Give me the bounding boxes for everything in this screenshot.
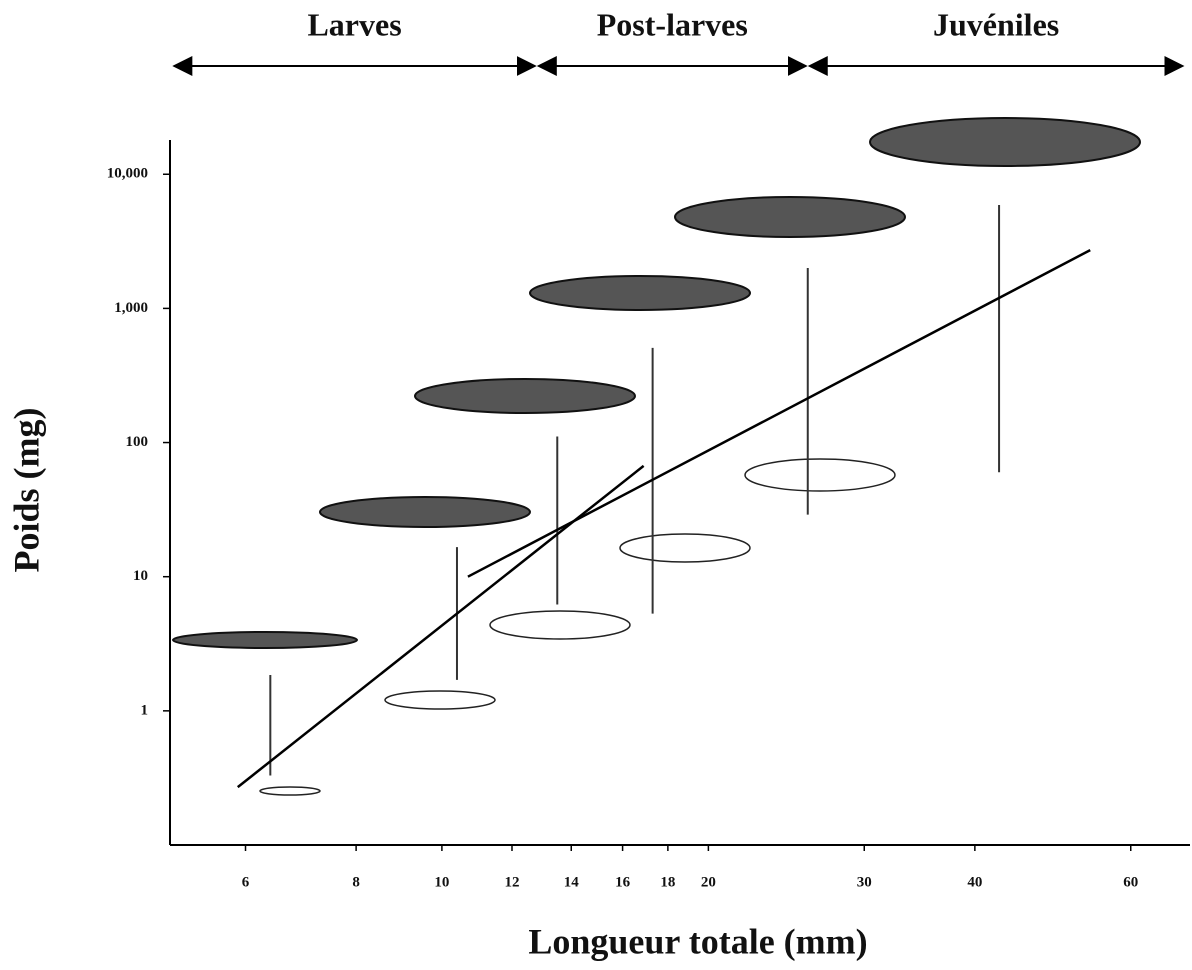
x-tick-label: 6 (242, 874, 250, 890)
x-tick-label: 60 (1123, 874, 1138, 890)
y-tick-label: 1 (141, 702, 149, 718)
x-tick-label: 16 (615, 874, 631, 890)
stage-label: Juvéniles (933, 6, 1059, 42)
fish-drawing (870, 118, 1140, 166)
y-axis-title: Poids (mg) (6, 408, 46, 573)
stage-label: Larves (307, 6, 401, 42)
fish-drawing (173, 632, 357, 648)
gut-drawing (745, 459, 895, 491)
fish-drawing (415, 379, 635, 413)
y-tick-label: 10 (133, 568, 148, 584)
x-tick-label: 20 (701, 874, 716, 890)
fish-drawing (320, 497, 530, 527)
gut-drawing (385, 691, 495, 709)
stage-label: Post-larves (597, 6, 748, 42)
y-tick-label: 100 (126, 434, 149, 450)
y-tick-label: 10,000 (107, 166, 148, 182)
x-tick-label: 8 (352, 874, 360, 890)
x-tick-label: 14 (564, 874, 580, 890)
x-axis-title: Longueur totale (mm) (528, 921, 867, 961)
x-tick-label: 10 (434, 874, 449, 890)
illustrations (173, 118, 1140, 795)
x-tick-label: 12 (504, 874, 519, 890)
gut-drawing (620, 534, 750, 562)
gut-drawing (490, 611, 630, 639)
fish-drawing (530, 276, 750, 310)
x-tick-label: 30 (857, 874, 872, 890)
gut-drawing (260, 787, 320, 795)
fish-drawing (675, 197, 905, 237)
chart: Longueur totale (mm) Poids (mg) 1 10 100 1,… (0, 0, 1192, 970)
x-tick-label: 18 (660, 874, 675, 890)
y-tick-label: 1,000 (114, 300, 148, 316)
x-tick-label: 40 (967, 874, 982, 890)
